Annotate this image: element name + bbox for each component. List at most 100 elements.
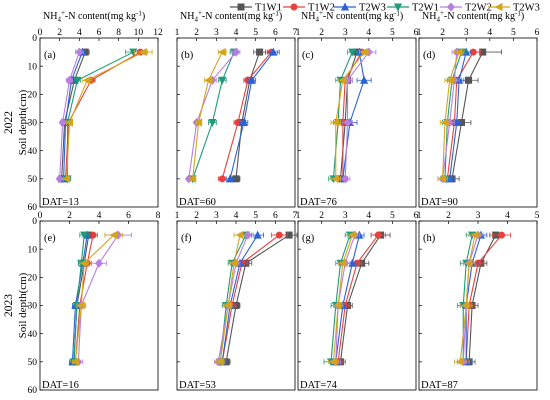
- series-line: [225, 234, 290, 362]
- data-point: [347, 230, 356, 240]
- data-point: [359, 75, 369, 84]
- series-t2w3-2: [444, 47, 472, 183]
- x-axis-title: NH4+-N content(mg kg-1): [180, 9, 282, 24]
- x-axis-title: NH4+-N content(mg kg-1): [43, 9, 145, 24]
- x-tick-label: 2: [194, 28, 199, 38]
- series-t2w3-5: [70, 230, 123, 366]
- x-axis-title: NH4+-N content(mg kg-1): [422, 9, 524, 24]
- panel-e: 0 2 4 6 8 0 10 20 30 40 50 60 (e) DAT=16: [28, 211, 161, 396]
- series-line: [465, 234, 482, 362]
- x-axis-title-unit-sup: -1: [273, 10, 279, 18]
- x-tick-label: 5: [390, 211, 395, 221]
- series-line: [451, 51, 484, 179]
- dat-label: DAT=87: [421, 380, 458, 391]
- x-tick-label: 4: [505, 211, 510, 221]
- x-tick-label: 3: [343, 211, 348, 221]
- x-tick-label: 4: [77, 28, 82, 38]
- data-point: [348, 48, 357, 57]
- x-tick-label: 6: [97, 28, 102, 38]
- y-tick-label: 50: [28, 358, 38, 368]
- panel-f: 1 2 3 4 5 6 7 (f) DAT=53: [175, 211, 298, 391]
- series-line: [235, 51, 261, 179]
- dat-label: DAT=60: [179, 197, 216, 208]
- x-axis-title-close: ): [279, 11, 282, 22]
- data-point: [65, 118, 73, 127]
- x-axis-title-main: NH: [180, 11, 194, 22]
- series-line: [332, 234, 353, 362]
- data-point: [109, 230, 118, 240]
- data-point: [359, 47, 368, 57]
- data-point: [331, 118, 340, 127]
- x-tick-label: 4: [97, 211, 102, 221]
- x-tick-label: 0: [38, 28, 43, 38]
- series-line: [221, 51, 272, 179]
- series-line: [63, 51, 83, 179]
- x-axis-title-sub: 4: [57, 16, 61, 24]
- data-point: [204, 76, 212, 85]
- series-t2w3-5: [330, 47, 370, 183]
- x-axis-title-main: NH: [301, 11, 315, 22]
- y-axis-title: Soil depth(cm): [17, 89, 29, 155]
- series-line: [219, 234, 241, 362]
- x-tick-label: 7: [293, 211, 298, 221]
- x-axis-title-sup: +: [198, 9, 202, 17]
- data-point: [208, 119, 217, 127]
- legend-marker: [446, 2, 456, 12]
- panel-h: 1 2 3 4 5 (h) DAT=87: [417, 211, 540, 391]
- data-point: [438, 174, 447, 183]
- y-tick-label: 60: [28, 386, 38, 396]
- series-t2w3-5: [328, 230, 358, 366]
- data-point: [76, 301, 85, 310]
- data-point: [461, 301, 470, 310]
- x-axis-title-rest: -N content(mg kg: [65, 11, 136, 22]
- series-t2w2-4: [184, 47, 241, 184]
- y-tick-label: 60: [28, 203, 38, 213]
- data-point: [226, 174, 235, 183]
- data-point: [348, 258, 357, 267]
- x-tick-label: 6: [414, 211, 419, 221]
- series-line: [66, 51, 144, 179]
- x-axis-title-unit-sup: -1: [394, 10, 400, 18]
- y-tick-label: 10: [28, 245, 38, 255]
- x-tick-label: 10: [134, 28, 144, 38]
- x-tick-label: 7: [293, 28, 298, 38]
- data-point: [239, 118, 248, 126]
- dat-label: DAT=74: [300, 380, 338, 391]
- x-axis-title-close: ): [142, 11, 145, 22]
- legend-label: T2W3: [513, 3, 540, 14]
- data-point: [58, 118, 67, 127]
- x-tick-label: 3: [476, 211, 481, 221]
- x-axis-title-sub: 4: [315, 16, 319, 24]
- legend-item-t2w2-4: T2W2: [440, 3, 492, 14]
- data-point: [70, 357, 79, 366]
- series-line: [229, 51, 274, 179]
- legend-item-t2w3-5: T2W3: [488, 3, 540, 14]
- series-line: [219, 234, 247, 362]
- series-t2w3-5: [453, 230, 482, 366]
- x-tick-label: 1: [175, 211, 180, 221]
- series-t1w1-0: [335, 48, 363, 183]
- series-t1w2-1: [459, 231, 511, 366]
- panel-label: (h): [423, 233, 436, 244]
- legend-item-t2w1-3: T2W1: [387, 3, 439, 14]
- legend-item-t1w2-1: T1W2: [283, 3, 335, 14]
- legend-label: T2W1: [412, 3, 439, 14]
- series-t2w3-5: [215, 230, 247, 366]
- dat-label: DAT=90: [421, 197, 458, 208]
- data-point: [247, 75, 256, 84]
- x-tick-label: 1: [296, 211, 301, 221]
- series-t1w2-1: [62, 48, 148, 183]
- data-point: [218, 76, 227, 85]
- x-axis-title-sup: +: [440, 9, 444, 17]
- data-point: [338, 76, 347, 85]
- data-point: [275, 231, 283, 239]
- data-point: [138, 47, 147, 57]
- x-axis-title-unit-sup: -1: [515, 10, 521, 18]
- data-point: [341, 174, 350, 184]
- data-point: [328, 357, 337, 366]
- series-t2w3-2: [225, 47, 280, 183]
- series-line: [442, 52, 458, 179]
